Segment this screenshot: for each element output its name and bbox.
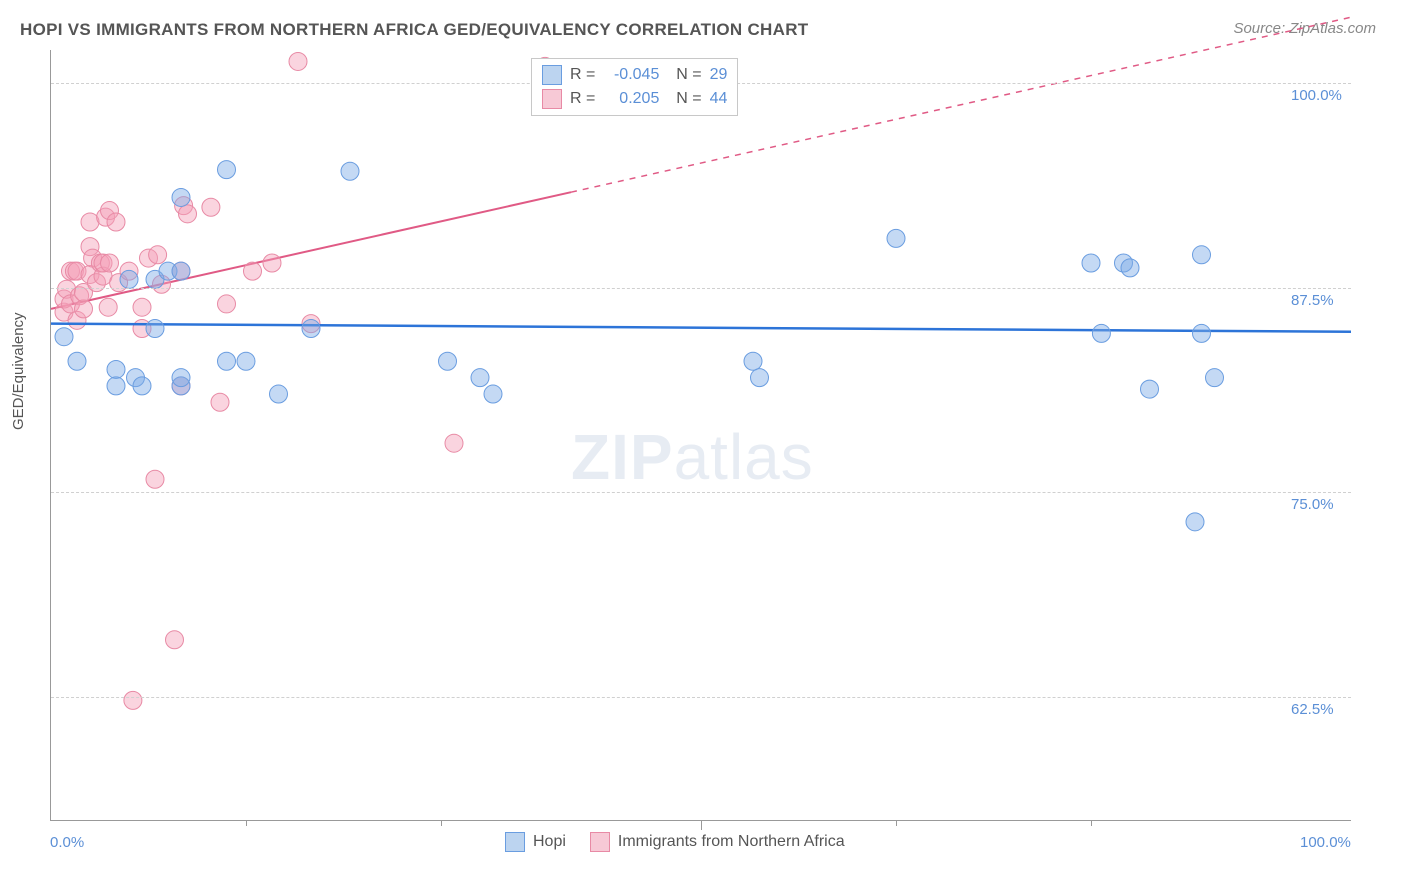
data-point: [471, 369, 489, 387]
legend-n-label: N =: [667, 63, 701, 87]
data-point: [202, 198, 220, 216]
legend-n-label: N =: [667, 87, 701, 111]
chart-title: HOPI VS IMMIGRANTS FROM NORTHERN AFRICA …: [20, 20, 808, 40]
legend-top: R = -0.045 N = 29 R = 0.205 N = 44: [531, 58, 738, 116]
data-point: [1121, 259, 1139, 277]
data-point: [445, 434, 463, 452]
xtick-mark-minor: [1091, 820, 1092, 826]
data-point: [149, 246, 167, 264]
data-point: [1206, 369, 1224, 387]
data-point: [133, 377, 151, 395]
xtick-mark-minor: [246, 820, 247, 826]
data-point: [237, 352, 255, 370]
data-point: [751, 369, 769, 387]
data-point: [120, 270, 138, 288]
legend-label: Immigrants from Northern Africa: [618, 833, 845, 851]
data-point: [133, 298, 151, 316]
legend-swatch: [590, 832, 610, 852]
ytick-label: 75.0%: [1291, 496, 1334, 513]
gridline-h: [51, 697, 1351, 698]
legend-top-row: R = 0.205 N = 44: [542, 87, 727, 111]
source-label: Source: ZipAtlas.com: [1233, 20, 1376, 37]
gridline-h: [51, 288, 1351, 289]
xtick-label: 0.0%: [50, 834, 84, 851]
trend-line: [51, 192, 571, 309]
data-point: [887, 229, 905, 247]
ytick-label: 100.0%: [1291, 87, 1342, 104]
data-point: [55, 328, 73, 346]
data-point: [166, 631, 184, 649]
ytick-label: 87.5%: [1291, 292, 1334, 309]
legend-r-value: 0.205: [603, 87, 659, 111]
legend-swatch: [542, 65, 562, 85]
data-point: [1092, 324, 1110, 342]
legend-bottom-item: Immigrants from Northern Africa: [590, 832, 845, 852]
y-axis-label: GED/Equivalency: [10, 312, 27, 430]
data-point: [124, 691, 142, 709]
legend-r-label: R =: [570, 63, 595, 87]
xtick-mark-minor: [441, 820, 442, 826]
data-point: [107, 377, 125, 395]
gridline-h: [51, 492, 1351, 493]
data-point: [218, 295, 236, 313]
data-point: [211, 393, 229, 411]
legend-top-row: R = -0.045 N = 29: [542, 63, 727, 87]
data-point: [1141, 380, 1159, 398]
data-point: [289, 52, 307, 70]
legend-label: Hopi: [533, 833, 566, 851]
data-point: [75, 300, 93, 318]
ytick-label: 62.5%: [1291, 701, 1334, 718]
data-point: [172, 369, 190, 387]
data-point: [99, 298, 117, 316]
data-point: [1082, 254, 1100, 272]
data-point: [263, 254, 281, 272]
data-point: [244, 262, 262, 280]
legend-swatch: [505, 832, 525, 852]
data-point: [179, 205, 197, 223]
data-point: [146, 470, 164, 488]
data-point: [68, 352, 86, 370]
xtick-mark: [701, 820, 702, 830]
data-point: [107, 213, 125, 231]
data-point: [439, 352, 457, 370]
data-point: [107, 360, 125, 378]
data-point: [146, 320, 164, 338]
legend-bottom-item: Hopi: [505, 832, 566, 852]
trend-line: [51, 324, 1351, 332]
data-point: [172, 188, 190, 206]
plot-svg: [51, 50, 1351, 820]
data-point: [341, 162, 359, 180]
data-point: [1193, 246, 1211, 264]
xtick-mark-minor: [896, 820, 897, 826]
plot-area: ZIPatlas 62.5%75.0%87.5%100.0%: [50, 50, 1351, 821]
data-point: [1193, 324, 1211, 342]
legend-n-value: 29: [710, 63, 728, 87]
data-point: [484, 385, 502, 403]
data-point: [744, 352, 762, 370]
data-point: [172, 262, 190, 280]
chart-container: HOPI VS IMMIGRANTS FROM NORTHERN AFRICA …: [0, 0, 1406, 892]
xtick-label: 100.0%: [1300, 834, 1351, 851]
data-point: [270, 385, 288, 403]
data-point: [218, 161, 236, 179]
data-point: [302, 320, 320, 338]
data-point: [101, 254, 119, 272]
data-point: [218, 352, 236, 370]
legend-r-value: -0.045: [603, 63, 659, 87]
legend-swatch: [542, 89, 562, 109]
legend-bottom: Hopi Immigrants from Northern Africa: [505, 832, 845, 852]
legend-n-value: 44: [710, 87, 728, 111]
data-point: [1186, 513, 1204, 531]
legend-r-label: R =: [570, 87, 595, 111]
